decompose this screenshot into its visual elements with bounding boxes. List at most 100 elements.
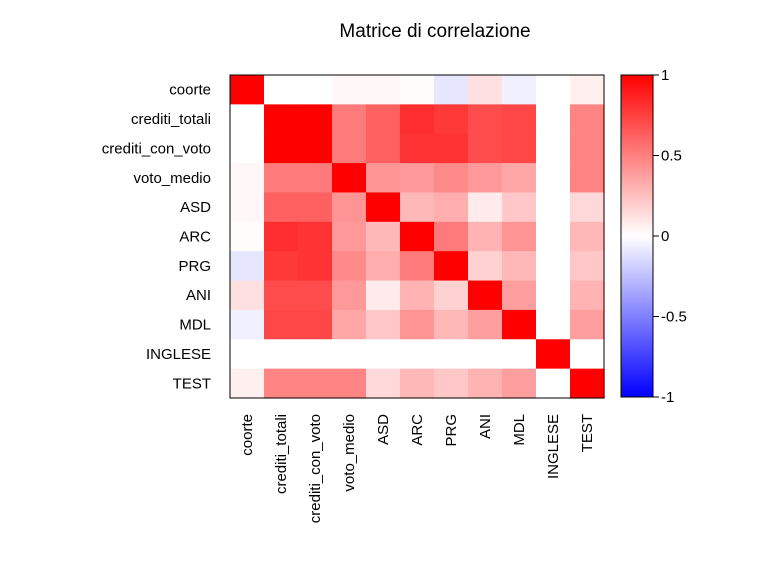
y-tick-label: coorte xyxy=(169,82,211,99)
heatmap-cell xyxy=(502,75,537,105)
heatmap-cell xyxy=(434,75,469,105)
heatmap-cell xyxy=(468,309,503,340)
heatmap-cell xyxy=(366,104,401,135)
heatmap-cell xyxy=(332,309,367,340)
heatmap-cell xyxy=(570,221,605,252)
heatmap-cell xyxy=(230,251,265,282)
heatmap-cell xyxy=(264,75,299,105)
x-axis-labels: coorte crediti_totali crediti_con_voto voto… xyxy=(239,414,596,523)
heatmap-cell xyxy=(468,104,503,135)
x-tick-label: INGLESE xyxy=(545,414,562,479)
heatmap-cell xyxy=(400,133,435,164)
y-tick-label: ASD xyxy=(180,199,211,216)
heatmap-cell xyxy=(400,192,435,223)
heatmap-cell xyxy=(264,251,299,282)
x-tick-label: ARC xyxy=(409,414,426,446)
heatmap-cell xyxy=(502,339,537,370)
heatmap-cell xyxy=(366,163,401,194)
heatmap-cell xyxy=(332,280,367,311)
heatmap-cell xyxy=(332,163,367,194)
heatmap-cell xyxy=(502,221,537,252)
y-tick-label: PRG xyxy=(178,258,211,275)
heatmap-cell xyxy=(366,251,401,282)
heatmap-cell xyxy=(570,104,605,135)
heatmap-cell xyxy=(230,163,265,194)
x-tick-label: PRG xyxy=(443,414,460,447)
heatmap-cell xyxy=(468,75,503,105)
heatmap-cell xyxy=(434,221,469,252)
heatmap-cell xyxy=(230,368,265,399)
heatmap-cell xyxy=(366,280,401,311)
heatmap-cell xyxy=(298,75,333,105)
heatmap-cell xyxy=(434,309,469,340)
heatmap-cell xyxy=(570,75,605,105)
x-tick-label: ASD xyxy=(375,414,392,445)
heatmap-cell xyxy=(536,163,571,194)
heatmap-cell xyxy=(468,368,503,399)
heatmap-cell xyxy=(502,251,537,282)
heatmap-cell xyxy=(468,280,503,311)
heatmap-cell xyxy=(332,221,367,252)
heatmap-cell xyxy=(366,368,401,399)
heatmap-cell xyxy=(570,339,605,370)
x-tick-label: coorte xyxy=(239,414,256,456)
heatmap-cell xyxy=(570,368,605,399)
colorbar-ticks: 1 0.5 0 -0.5 -1 xyxy=(653,67,687,406)
heatmap-cell xyxy=(264,221,299,252)
y-tick-label: crediti_totali xyxy=(131,111,211,128)
heatmap-cell xyxy=(298,251,333,282)
heatmap-cell xyxy=(298,339,333,370)
heatmap-cell xyxy=(332,104,367,135)
x-tick-label: crediti_totali xyxy=(273,414,290,494)
heatmap-cell xyxy=(264,104,299,135)
heatmap-cell xyxy=(434,368,469,399)
heatmap-cell xyxy=(536,280,571,311)
colorbar-tick-label: 0 xyxy=(661,228,669,245)
heatmap-cell xyxy=(400,221,435,252)
heatmap-cell xyxy=(570,280,605,311)
heatmap-cell xyxy=(536,368,571,399)
y-tick-label: MDL xyxy=(179,317,211,334)
y-axis-labels: coorte crediti_totali crediti_con_votovoto… xyxy=(102,82,211,393)
colorbar-tick-label: -0.5 xyxy=(661,309,687,326)
heatmap-cell xyxy=(570,192,605,223)
heatmap-cell xyxy=(536,251,571,282)
heatmap-cell xyxy=(332,251,367,282)
heatmap-cell xyxy=(366,221,401,252)
heatmap-cell xyxy=(230,104,265,135)
heatmap-cell xyxy=(502,192,537,223)
heatmap-cell xyxy=(366,309,401,340)
heatmap-cell xyxy=(230,309,265,340)
heatmap-cell xyxy=(536,75,571,105)
heatmap-cell xyxy=(536,309,571,340)
x-tick-label: TEST xyxy=(579,414,596,452)
heatmap-cell xyxy=(400,309,435,340)
heatmap-cell xyxy=(298,309,333,340)
x-tick-label: ANI xyxy=(477,414,494,439)
heatmap-cell xyxy=(536,104,571,135)
heatmap-cell xyxy=(264,192,299,223)
heatmap-cell xyxy=(570,163,605,194)
colorbar-tick-label: 0.5 xyxy=(661,148,682,165)
y-tick-label: voto_medio xyxy=(133,170,211,187)
heatmap-cell xyxy=(434,192,469,223)
heatmap-cell xyxy=(230,339,265,370)
heatmap-cell xyxy=(570,251,605,282)
heatmap-cell xyxy=(264,163,299,194)
heatmap-cell xyxy=(230,192,265,223)
heatmap-cell xyxy=(400,75,435,105)
heatmap-cell xyxy=(264,133,299,164)
heatmap-cell xyxy=(298,163,333,194)
heatmap-cell xyxy=(298,368,333,399)
heatmap-cell xyxy=(536,192,571,223)
y-tick-label: TEST xyxy=(173,375,211,392)
heatmap-cell xyxy=(298,221,333,252)
heatmap-cell xyxy=(332,339,367,370)
heatmap-cell xyxy=(230,221,265,252)
heatmap-cell xyxy=(332,133,367,164)
heatmap-cell xyxy=(298,192,333,223)
heatmap-cell xyxy=(298,104,333,135)
colorbar-tick-label: 1 xyxy=(661,67,669,84)
y-tick-label: INGLESE xyxy=(146,346,211,363)
heatmap-cell xyxy=(366,339,401,370)
